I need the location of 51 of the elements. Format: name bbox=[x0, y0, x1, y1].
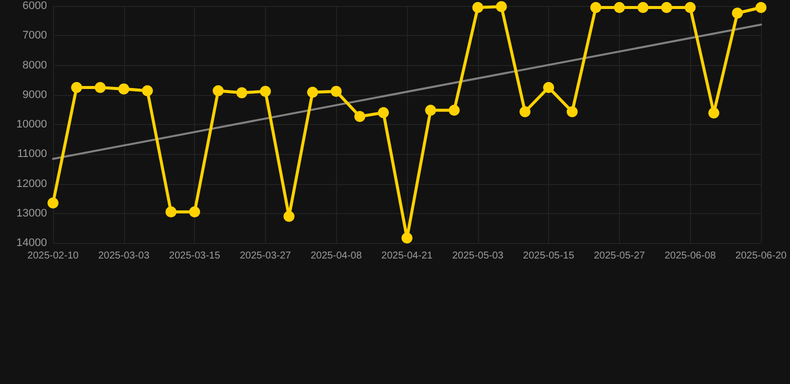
y-tick-label: 8000 bbox=[22, 59, 47, 72]
point bbox=[378, 107, 389, 118]
point bbox=[448, 104, 460, 116]
x-tick-label: 2025-03-03 bbox=[98, 250, 150, 262]
point bbox=[661, 2, 672, 13]
point bbox=[614, 2, 625, 13]
point bbox=[756, 2, 766, 13]
y-tick-label: 6000 bbox=[22, 0, 47, 12]
point bbox=[166, 206, 176, 218]
x-tick-label: 2025-05-15 bbox=[523, 250, 575, 262]
y-tick-label: 12000 bbox=[16, 178, 47, 190]
point bbox=[543, 82, 554, 93]
point bbox=[189, 206, 200, 218]
point bbox=[708, 107, 720, 118]
point bbox=[260, 86, 271, 97]
y-tick-label: 11000 bbox=[17, 148, 47, 160]
point bbox=[425, 104, 436, 116]
y-tick-label: 10000 bbox=[16, 118, 47, 130]
x-tick-label: 2025-06-20 bbox=[735, 250, 788, 262]
x-tick-label: 2025-06-08 bbox=[664, 250, 716, 262]
point bbox=[94, 82, 106, 93]
x-tick-label: 2025-04-08 bbox=[310, 250, 362, 262]
point bbox=[638, 2, 648, 13]
x-tick-label: 2025-03-27 bbox=[240, 250, 292, 262]
x-tick-label: 2025-05-03 bbox=[452, 250, 504, 262]
x-tick-label: 2025-02-10 bbox=[27, 250, 80, 262]
point bbox=[48, 198, 58, 209]
x-tick-label: 2025-05-27 bbox=[594, 250, 646, 262]
point bbox=[142, 85, 153, 96]
y-tick-label: 13000 bbox=[16, 207, 47, 220]
point bbox=[330, 86, 342, 97]
point bbox=[118, 83, 130, 94]
point bbox=[284, 210, 294, 222]
point bbox=[354, 111, 366, 122]
y-tick-label: 7000 bbox=[22, 30, 47, 42]
point bbox=[236, 87, 248, 98]
point bbox=[520, 106, 530, 118]
point bbox=[402, 232, 412, 244]
point bbox=[307, 86, 318, 98]
point bbox=[71, 82, 82, 93]
point bbox=[212, 85, 224, 96]
point bbox=[566, 106, 578, 118]
x-tick-label: 2025-04-21 bbox=[381, 250, 434, 262]
point bbox=[684, 2, 696, 13]
point bbox=[590, 2, 602, 13]
y-tick-label: 9000 bbox=[22, 88, 47, 101]
point bbox=[732, 8, 743, 19]
point bbox=[496, 1, 507, 12]
point bbox=[472, 2, 484, 13]
x-tick-label: 2025-03-15 bbox=[169, 250, 221, 262]
y-tick-label: 14000 bbox=[16, 237, 47, 249]
